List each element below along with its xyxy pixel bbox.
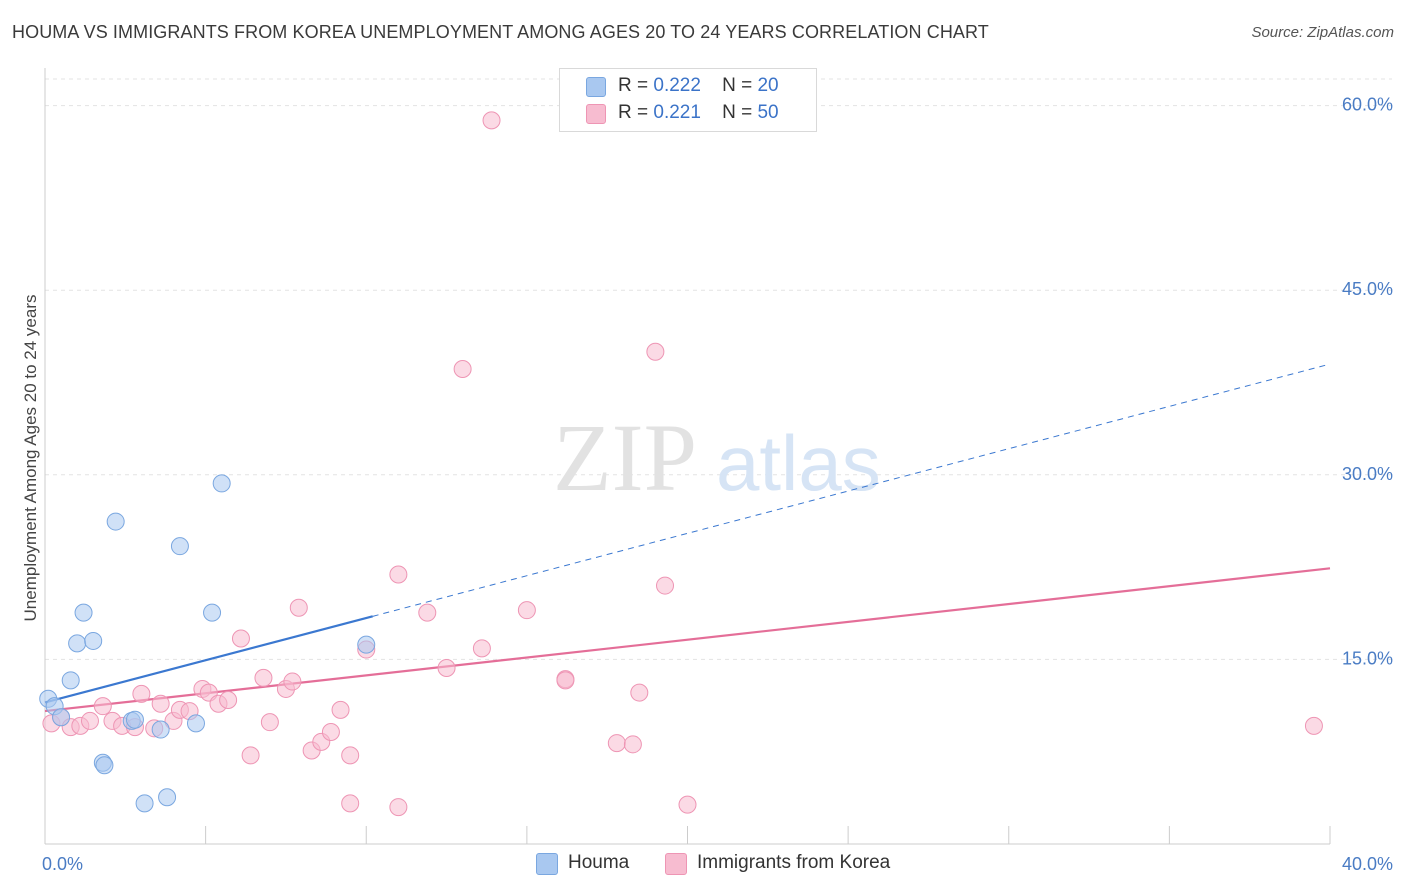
axes — [44, 68, 1331, 845]
stats-legend: R = 0.222 N = 20 R = 0.221 N = 50 — [559, 68, 817, 132]
point-houma — [357, 635, 376, 654]
y-tick-label: 45.0% — [1342, 279, 1393, 299]
point-immigrants-from-korea — [482, 111, 501, 130]
point-houma — [151, 720, 170, 739]
point-immigrants-from-korea — [80, 711, 99, 730]
point-immigrants-from-korea — [341, 746, 360, 765]
point-immigrants-from-korea — [321, 723, 340, 742]
point-houma — [106, 512, 125, 531]
point-houma — [203, 603, 222, 622]
trend-line-houma-extension — [372, 363, 1331, 617]
y-tick-label: 30.0% — [1342, 464, 1393, 484]
point-immigrants-from-korea — [437, 659, 456, 678]
point-immigrants-from-korea — [389, 565, 408, 584]
source-label: Source: ZipAtlas.com — [1251, 24, 1394, 41]
y-axis-label: Unemployment Among Ages 20 to 24 years — [21, 295, 40, 622]
point-houma — [158, 788, 177, 807]
x-tick-label: 40.0% — [1342, 854, 1393, 874]
bottom-legend-swatch-korea — [665, 853, 687, 875]
point-immigrants-from-korea — [283, 672, 302, 691]
point-immigrants-from-korea — [132, 684, 151, 703]
point-houma — [212, 474, 231, 493]
point-immigrants-from-korea — [418, 603, 437, 622]
point-immigrants-from-korea — [389, 798, 408, 817]
point-immigrants-from-korea — [331, 700, 350, 719]
point-immigrants-from-korea — [1304, 716, 1323, 735]
point-immigrants-from-korea — [678, 795, 697, 814]
point-immigrants-from-korea — [93, 697, 112, 716]
legend-text-houma: R = 0.222 N = 20 — [618, 75, 779, 96]
point-houma — [135, 794, 154, 813]
bottom-legend-label-houma: Houma — [568, 852, 630, 873]
point-immigrants-from-korea — [517, 601, 536, 620]
point-immigrants-from-korea — [453, 359, 472, 378]
chart-title: HOUMA VS IMMIGRANTS FROM KOREA UNEMPLOYM… — [12, 22, 989, 42]
point-immigrants-from-korea — [623, 735, 642, 754]
point-houma — [68, 634, 87, 653]
point-immigrants-from-korea — [260, 713, 279, 732]
point-houma — [74, 603, 93, 622]
watermark: ZIP atlas — [553, 404, 881, 511]
watermark-zip: ZIP — [553, 404, 697, 511]
point-immigrants-from-korea — [341, 794, 360, 813]
point-houma — [186, 714, 205, 733]
point-immigrants-from-korea — [607, 734, 626, 753]
point-houma — [95, 756, 114, 775]
point-immigrants-from-korea — [556, 671, 575, 690]
point-immigrants-from-korea — [254, 668, 273, 687]
tick-labels: 15.0% 30.0% 45.0% 60.0% 0.0% 40.0% — [42, 95, 1393, 874]
trend-lines — [44, 363, 1331, 713]
legend-swatch-houma — [586, 77, 606, 97]
trend-line-korea — [44, 567, 1331, 713]
point-houma — [61, 671, 80, 690]
point-houma — [125, 710, 144, 729]
legend-text-korea: R = 0.221 N = 50 — [618, 102, 779, 123]
point-immigrants-from-korea — [472, 639, 491, 658]
y-tick-label: 15.0% — [1342, 648, 1393, 668]
point-immigrants-from-korea — [231, 629, 250, 648]
point-immigrants-from-korea — [289, 598, 308, 617]
bottom-legend-label-korea: Immigrants from Korea — [697, 852, 891, 873]
data-points — [39, 111, 1323, 817]
point-immigrants-from-korea — [241, 746, 260, 765]
trend-line-houma — [44, 615, 373, 704]
legend-swatch-korea — [586, 104, 606, 124]
gridlines — [45, 78, 1392, 660]
bottom-legend-swatch-houma — [536, 853, 558, 875]
point-immigrants-from-korea — [219, 691, 238, 710]
point-houma — [52, 708, 71, 727]
point-houma — [84, 631, 103, 650]
point-immigrants-from-korea — [151, 694, 170, 713]
point-immigrants-from-korea — [630, 683, 649, 702]
point-immigrants-from-korea — [656, 576, 675, 595]
point-immigrants-from-korea — [646, 342, 665, 361]
y-tick-label: 60.0% — [1342, 95, 1393, 115]
watermark-atlas: atlas — [716, 419, 881, 507]
x-tick-label: 0.0% — [42, 854, 83, 874]
point-houma — [170, 537, 189, 556]
